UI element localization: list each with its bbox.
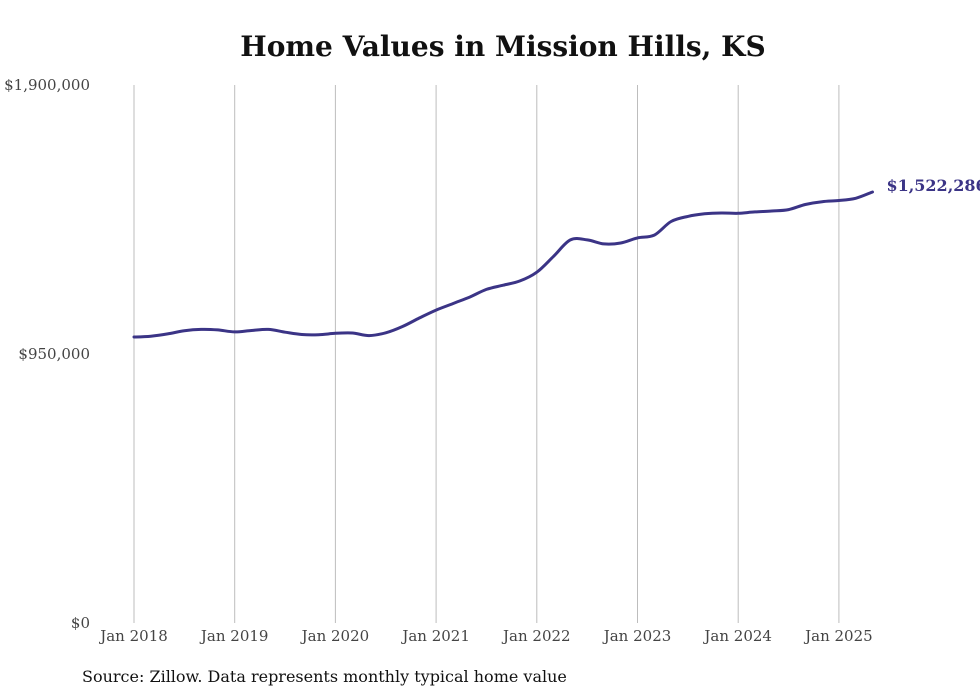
x-tick-label: Jan 2024 — [702, 627, 772, 645]
y-tick-label: $0 — [71, 614, 90, 632]
series-line — [132, 190, 874, 339]
chart-title: Home Values in Mission Hills, KS — [240, 30, 766, 63]
y-tick-label: $1,900,000 — [4, 76, 90, 94]
x-tick-label: Jan 2020 — [300, 627, 370, 645]
x-tick-label: Jan 2025 — [803, 627, 873, 645]
x-tick-label: Jan 2019 — [199, 627, 269, 645]
x-tick-label: Jan 2023 — [602, 627, 672, 645]
x-tick-label: Jan 2018 — [98, 627, 168, 645]
grid-layer — [133, 85, 840, 623]
y-tick-label: $950,000 — [18, 345, 90, 363]
x-tick-label: Jan 2021 — [400, 627, 470, 645]
y-axis: $0 $950,000 $1,900,000 — [4, 76, 90, 632]
x-tick-label: Jan 2022 — [501, 627, 571, 645]
series-layer — [132, 190, 874, 339]
source-note: Source: Zillow. Data represents monthly … — [82, 667, 567, 686]
x-axis: Jan 2018 Jan 2019 Jan 2020 Jan 2021 Jan 2022… — [98, 627, 872, 645]
end-value-label: $1,522,286 — [886, 176, 980, 195]
